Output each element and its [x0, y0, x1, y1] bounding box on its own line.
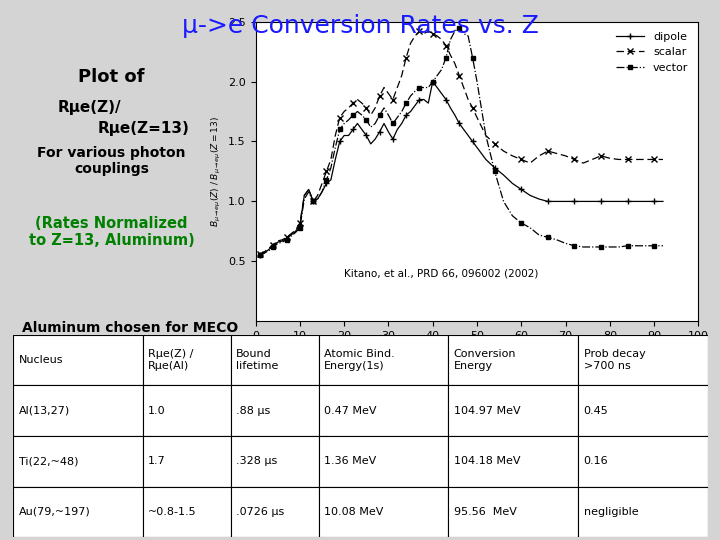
- scalar: [264, 245, 273, 252]
- Line: dipole: dipole: [257, 79, 666, 258]
- Bar: [230, 386, 318, 436]
- Bar: [578, 436, 708, 487]
- dipole: [264, 246, 273, 253]
- Bar: [318, 436, 449, 487]
- Bar: [13, 335, 143, 386]
- Bar: [13, 436, 143, 487]
- dipole: [344, 132, 353, 139]
- dipole: [517, 186, 526, 193]
- Text: Aluminum chosen for MECO: Aluminum chosen for MECO: [22, 321, 238, 335]
- Bar: [449, 436, 578, 487]
- X-axis label: Z: Z: [473, 347, 481, 360]
- Bar: [13, 386, 143, 436]
- Line: vector: vector: [258, 25, 665, 258]
- Text: Au(79,~197): Au(79,~197): [19, 507, 90, 517]
- Bar: [143, 386, 230, 436]
- Text: 10.08 MeV: 10.08 MeV: [324, 507, 384, 517]
- Bar: [143, 436, 230, 487]
- Bar: [449, 386, 578, 436]
- Text: Conversion
Energy: Conversion Energy: [454, 349, 516, 371]
- Text: Rμe(Z=13): Rμe(Z=13): [97, 122, 189, 137]
- Bar: [318, 386, 449, 436]
- scalar: [632, 156, 641, 163]
- Text: Al(13,27): Al(13,27): [19, 406, 70, 416]
- scalar: [446, 52, 455, 58]
- Y-axis label: $B_{\mu\to e\mu}(Z)$ / $B_{\mu\to e\mu}(Z{=}13)$: $B_{\mu\to e\mu}(Z)$ / $B_{\mu\to e\mu}(…: [210, 116, 222, 227]
- scalar: [415, 28, 424, 35]
- Text: Prob decay
>700 ns: Prob decay >700 ns: [584, 349, 645, 371]
- Text: 95.56  MeV: 95.56 MeV: [454, 507, 517, 517]
- Text: 1.0: 1.0: [148, 406, 166, 416]
- Text: 0.47 MeV: 0.47 MeV: [324, 406, 377, 416]
- Text: .328 μs: .328 μs: [236, 456, 277, 467]
- Bar: [143, 335, 230, 386]
- vector: [441, 55, 450, 61]
- Text: negligible: negligible: [584, 507, 638, 517]
- Text: ~0.8-1.5: ~0.8-1.5: [148, 507, 197, 517]
- Text: 104.97 MeV: 104.97 MeV: [454, 406, 521, 416]
- scalar: [517, 156, 526, 163]
- Bar: [578, 335, 708, 386]
- dipole: [406, 108, 415, 114]
- Text: μ->e Conversion Rates vs. Z: μ->e Conversion Rates vs. Z: [181, 14, 539, 37]
- Bar: [578, 487, 708, 537]
- vector: [256, 252, 264, 259]
- Bar: [13, 487, 143, 537]
- Text: Plot of: Plot of: [78, 68, 145, 85]
- Text: 104.18 MeV: 104.18 MeV: [454, 456, 521, 467]
- scalar: [406, 40, 415, 46]
- scalar: [659, 156, 667, 163]
- Text: Rμe(Z) /
Rμe(Al): Rμe(Z) / Rμe(Al): [148, 349, 194, 371]
- Bar: [230, 335, 318, 386]
- Text: 0.45: 0.45: [584, 406, 608, 416]
- vector: [455, 24, 464, 31]
- Text: Atomic Bind.
Energy(1s): Atomic Bind. Energy(1s): [324, 349, 395, 371]
- Text: 1.36 MeV: 1.36 MeV: [324, 456, 377, 467]
- dipole: [446, 105, 455, 111]
- dipole: [428, 78, 437, 85]
- Bar: [230, 487, 318, 537]
- Bar: [578, 386, 708, 436]
- Text: Bound
lifetime: Bound lifetime: [236, 349, 279, 371]
- dipole: [659, 198, 667, 205]
- Legend: dipole, scalar, vector: dipole, scalar, vector: [612, 27, 693, 77]
- Bar: [318, 335, 449, 386]
- dipole: [256, 252, 264, 259]
- Text: 1.7: 1.7: [148, 456, 166, 467]
- Bar: [449, 335, 578, 386]
- vector: [632, 242, 641, 249]
- vector: [264, 247, 273, 254]
- Line: scalar: scalar: [257, 29, 666, 257]
- Bar: [449, 487, 578, 537]
- vector: [406, 93, 415, 99]
- scalar: [344, 105, 353, 111]
- Text: Kitano, et al., PRD 66, 096002 (2002): Kitano, et al., PRD 66, 096002 (2002): [344, 268, 539, 278]
- vector: [517, 220, 526, 226]
- vector: [659, 242, 667, 249]
- Text: Nucleus: Nucleus: [19, 355, 63, 365]
- Bar: [318, 487, 449, 537]
- Text: Ti(22,~48): Ti(22,~48): [19, 456, 78, 467]
- Text: .88 μs: .88 μs: [236, 406, 271, 416]
- dipole: [632, 198, 641, 205]
- Text: (Rates Normalized
to Z=13, Aluminum): (Rates Normalized to Z=13, Aluminum): [29, 216, 194, 248]
- Bar: [143, 487, 230, 537]
- Bar: [230, 436, 318, 487]
- scalar: [256, 251, 264, 258]
- Text: 0.16: 0.16: [584, 456, 608, 467]
- Text: Rμe(Z)/: Rμe(Z)/: [58, 100, 121, 115]
- Text: For various photon
couplings: For various photon couplings: [37, 146, 186, 176]
- Text: .0726 μs: .0726 μs: [236, 507, 284, 517]
- vector: [344, 117, 353, 123]
